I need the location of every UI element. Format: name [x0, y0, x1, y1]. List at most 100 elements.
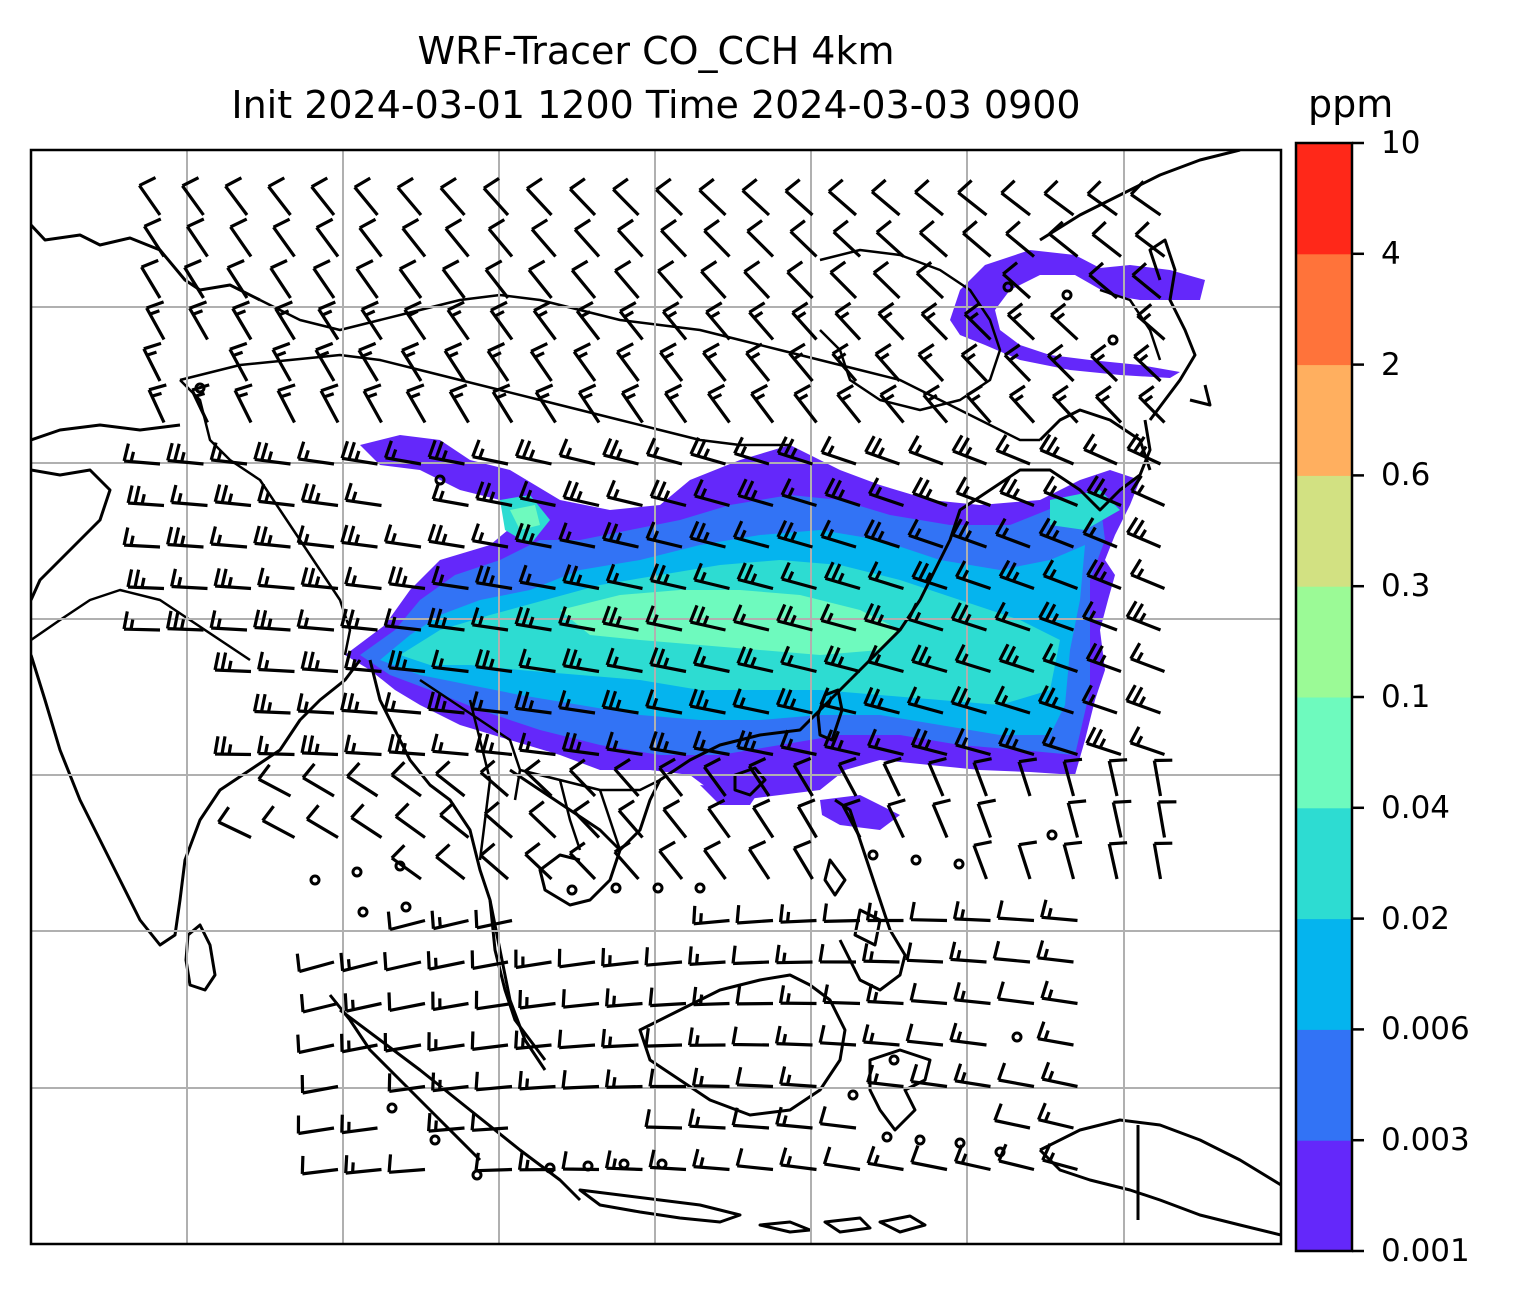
wind-barb [618, 301, 644, 341]
wind-barb [276, 383, 296, 424]
wind-barb [474, 1152, 513, 1173]
wind-barb [905, 1023, 944, 1047]
wind-barb [866, 983, 904, 1006]
wind-barb [340, 524, 378, 549]
wind-barb [383, 951, 422, 972]
wind-barb [691, 1067, 730, 1089]
wind-barb [400, 341, 423, 382]
wind-barb [143, 217, 166, 258]
wind-barb [1050, 302, 1079, 341]
wind-barb [482, 177, 510, 217]
wind-barb [824, 477, 861, 508]
wind-barb [1138, 385, 1166, 424]
wind-barb [1131, 262, 1162, 300]
wind-barb [732, 520, 770, 549]
wind-barb [358, 217, 383, 258]
wind-barb [1038, 601, 1075, 632]
wind-barb [778, 904, 817, 924]
wind-barb [784, 178, 814, 217]
wind-barb [693, 478, 730, 508]
wind-barb [387, 992, 426, 1012]
wind-barb [362, 383, 383, 424]
wind-barb [305, 804, 339, 839]
wind-barb [528, 800, 557, 839]
wind-barb [998, 727, 1035, 757]
wind-barb [558, 522, 596, 549]
calm-wind-circle [309, 874, 321, 886]
wind-barbs [122, 176, 1177, 1176]
wind-barb [687, 1108, 726, 1130]
wind-barb [470, 607, 509, 632]
wind-barb [524, 759, 553, 798]
wind-barb [142, 341, 162, 382]
wind-barb [831, 342, 858, 383]
wind-barb [561, 1070, 600, 1090]
wind-barb [867, 477, 905, 508]
wind-barb [774, 944, 813, 965]
wind-barb [911, 560, 948, 591]
wind-barb [517, 1151, 556, 1172]
wind-barb [996, 981, 1035, 1006]
wind-barb [1125, 684, 1162, 715]
wind-barb [960, 343, 988, 383]
calm-wind-circle [429, 1134, 441, 1146]
colorbar-frame [1294, 141, 1354, 1253]
wind-barb [829, 260, 858, 300]
wind-barb [836, 384, 862, 424]
wind-barb [396, 176, 423, 217]
wind-barb [1017, 757, 1038, 797]
wind-barb [688, 946, 726, 966]
wind-barb [1048, 220, 1079, 258]
wind-barb [907, 435, 944, 466]
wind-barb [186, 217, 209, 258]
wind-barb [953, 1144, 991, 1172]
wind-barb [340, 608, 378, 632]
wind-barb [557, 948, 596, 969]
wind-barb [663, 383, 688, 424]
wind-barb [746, 219, 775, 258]
wind-barb [689, 437, 726, 466]
wind-barb [837, 756, 858, 797]
wind-barb [529, 342, 553, 382]
wind-barb [818, 1105, 857, 1130]
wind-barb [474, 565, 513, 591]
wind-barb [233, 383, 253, 424]
wind-barb [661, 301, 688, 341]
wind-barb [1085, 726, 1122, 757]
wind-barb [300, 1155, 339, 1176]
wind-barb [735, 904, 774, 925]
wind-barb [994, 517, 1031, 549]
wind-barb [1066, 799, 1087, 838]
wind-barb [1082, 433, 1118, 466]
wind-barb [1134, 221, 1166, 258]
wind-barb [1039, 433, 1075, 466]
colorbar-tick-label: 0.3 [1381, 568, 1431, 605]
calm-wind-circle [1107, 334, 1119, 346]
wind-barb [615, 342, 640, 382]
wind-barb [1000, 179, 1031, 217]
wind-barb [954, 643, 991, 674]
wind-barb [213, 484, 252, 508]
wind-barb [601, 521, 639, 549]
wind-barb [312, 259, 336, 299]
wind-barb [1129, 558, 1166, 590]
wind-barb [1040, 899, 1078, 923]
wind-barb [780, 645, 817, 674]
wind-barb [832, 219, 862, 258]
wind-barb [213, 652, 252, 674]
wind-barb [605, 563, 643, 591]
wind-barb [861, 943, 900, 964]
calm-wind-circle [994, 1146, 1006, 1158]
wind-barb [882, 756, 902, 797]
wind-barb [1088, 261, 1119, 300]
wind-barb [401, 218, 427, 258]
wind-barb [736, 478, 774, 508]
wind-barb [217, 806, 252, 839]
wind-barb [295, 953, 335, 974]
calm-wind-circle [910, 854, 922, 866]
wind-barb [398, 259, 423, 299]
wind-barb [927, 756, 947, 797]
wind-barb [387, 733, 426, 757]
calm-wind-circle [1046, 829, 1058, 841]
map-title: WRF-Tracer CO_CCH 4km [417, 29, 895, 73]
